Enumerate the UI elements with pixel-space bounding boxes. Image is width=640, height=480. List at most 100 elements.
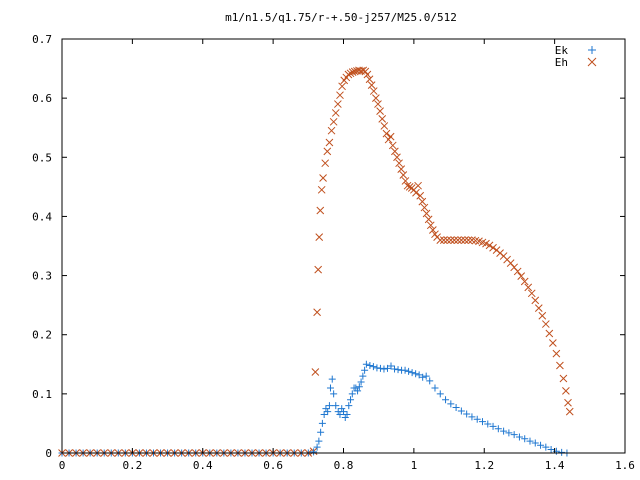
data-point (463, 410, 471, 418)
data-point (374, 100, 382, 108)
data-point (348, 68, 357, 76)
data-point (325, 138, 334, 147)
data-point (329, 117, 338, 126)
data-point (376, 364, 384, 372)
data-point (314, 265, 323, 274)
data-point (461, 236, 469, 244)
legend-marker-ek (588, 46, 596, 54)
data-point (338, 405, 346, 413)
y-tick-label: 0.4 (32, 210, 52, 223)
data-point (323, 147, 332, 156)
data-point (311, 368, 320, 376)
data-point (587, 57, 597, 67)
data-point (531, 296, 540, 305)
data-point (450, 236, 459, 244)
data-point (399, 171, 408, 179)
data-point (320, 411, 328, 419)
data-point (541, 320, 550, 328)
data-point (426, 377, 434, 385)
data-point (336, 411, 344, 419)
data-point (328, 375, 336, 383)
data-point (405, 183, 414, 191)
data-point (484, 420, 492, 428)
data-point (537, 441, 545, 449)
data-point (319, 174, 327, 182)
data-point (317, 185, 326, 194)
data-point (334, 100, 342, 108)
data-point (354, 387, 362, 395)
y-tick-label: 0.7 (32, 33, 52, 46)
data-point (355, 383, 363, 391)
data-point (373, 364, 381, 372)
data-point (338, 82, 346, 91)
data-point (442, 396, 450, 404)
y-tick-label: 0.6 (32, 92, 52, 105)
data-point (494, 425, 502, 433)
y-tick-label: 0 (45, 447, 52, 460)
data-point (549, 339, 557, 347)
data-point (380, 365, 388, 373)
data-point (316, 206, 325, 215)
legend-label-ek: Ek (555, 44, 569, 57)
data-point (419, 373, 427, 381)
data-point (322, 405, 330, 413)
data-point (362, 360, 370, 368)
data-point (310, 448, 318, 456)
data-point (386, 132, 395, 141)
data-point (564, 398, 572, 407)
data-point (412, 370, 420, 378)
data-point (547, 445, 555, 453)
data-point (422, 209, 431, 218)
data-point (327, 126, 336, 135)
data-point (393, 153, 401, 162)
x-tick-label: 0.4 (193, 459, 213, 472)
data-point (538, 311, 547, 320)
data-point (365, 75, 374, 84)
y-tick-label: 0.2 (32, 329, 52, 342)
data-point (363, 70, 372, 79)
data-point (558, 448, 566, 456)
data-point (457, 407, 465, 415)
axes: 0 0.2 0.4 0.6 0.8 1 1.2 1.4 1.6 0 0.1 0.2 0.3 0.4 0.5 0… (32, 33, 635, 472)
data-point (340, 408, 347, 416)
data-point (424, 215, 433, 224)
data-point (500, 427, 508, 435)
data-point (447, 400, 455, 408)
x-tick-label: 1.2 (474, 459, 494, 472)
data-point (422, 372, 430, 380)
data-point (367, 81, 376, 89)
data-point (408, 369, 416, 377)
data-point (520, 277, 529, 286)
data-point (468, 413, 476, 421)
data-point (565, 407, 574, 416)
data-point (414, 181, 422, 190)
data-point (485, 241, 494, 250)
data-point (369, 87, 378, 95)
data-point (344, 70, 353, 79)
data-point (361, 366, 369, 374)
data-point (431, 384, 439, 392)
data-point (452, 403, 460, 411)
data-point (436, 390, 444, 398)
data-point (391, 147, 399, 156)
data-point (426, 221, 435, 230)
data-point (391, 365, 399, 373)
data-point (412, 188, 420, 197)
data-point (534, 304, 543, 312)
data-point (369, 363, 377, 371)
data-point (346, 69, 355, 78)
data-point (521, 435, 529, 443)
data-point (332, 402, 340, 410)
data-point (317, 428, 325, 436)
x-tick-label: 1.6 (615, 459, 635, 472)
data-point (330, 390, 338, 398)
data-point (443, 236, 452, 244)
data-point (515, 433, 523, 441)
data-point (348, 390, 356, 398)
data-point (418, 197, 427, 206)
data-point (395, 159, 403, 168)
x-tick-label: 0.8 (334, 459, 354, 472)
data-point (527, 289, 536, 298)
